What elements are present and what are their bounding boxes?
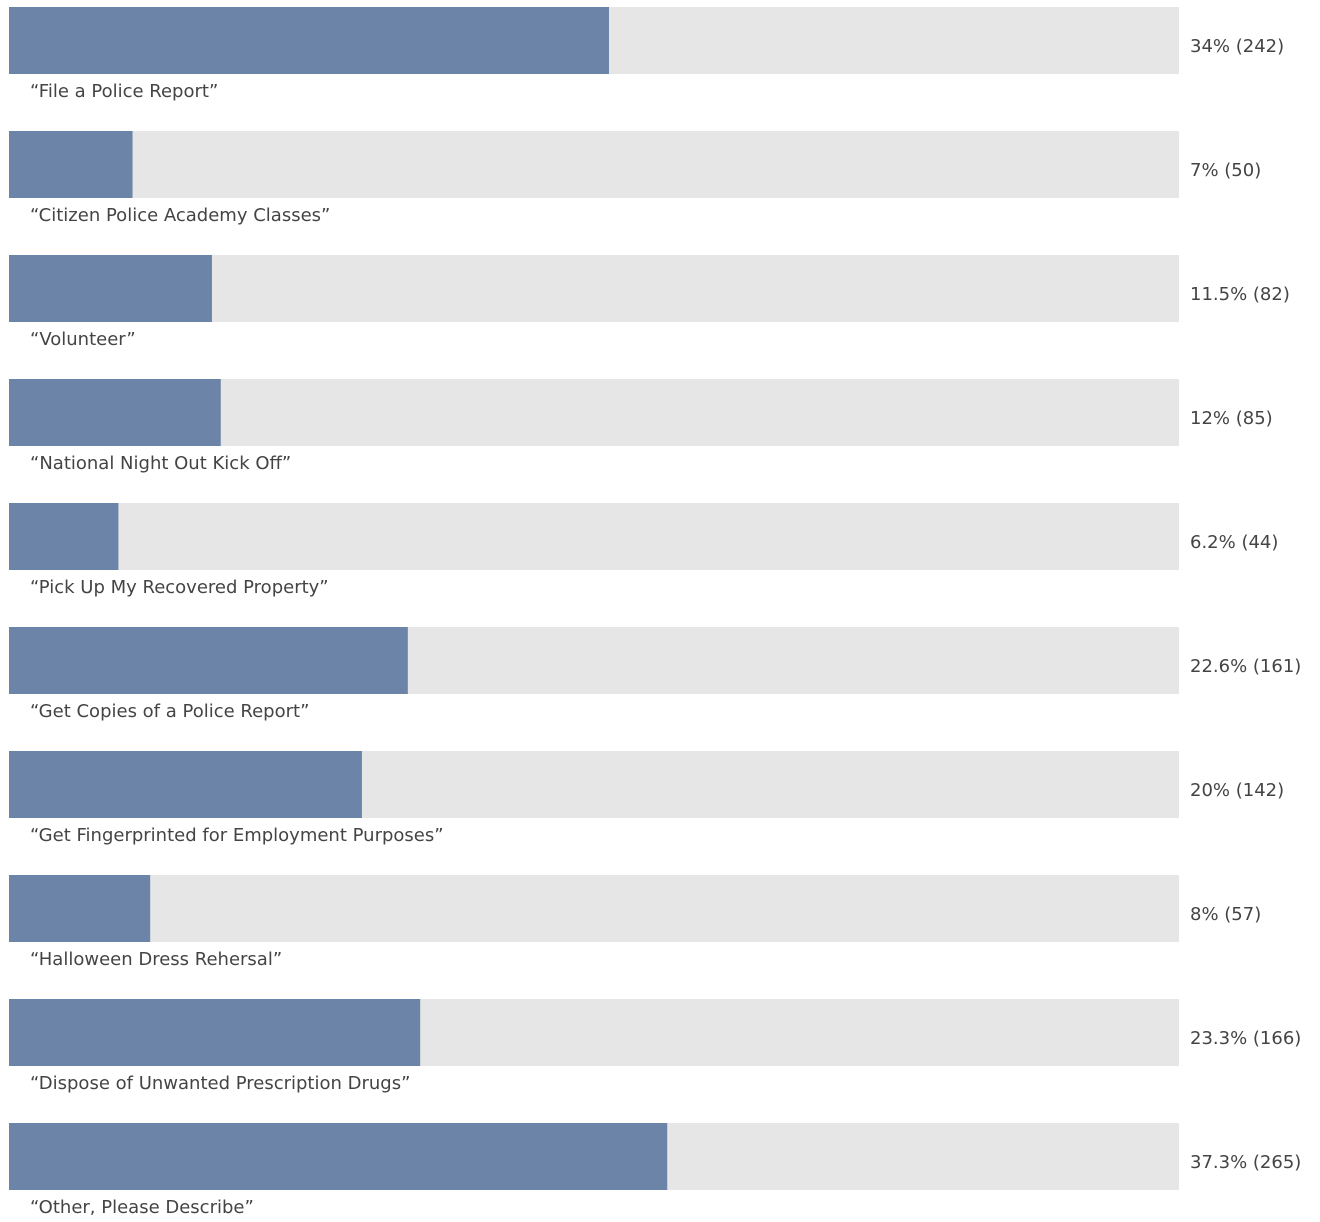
value-label: 20% (142) xyxy=(1190,780,1284,801)
bar xyxy=(9,503,119,570)
bar-track xyxy=(9,131,1179,198)
category-label: “Pick Up My Recovered Property” xyxy=(30,577,329,598)
value-label: 37.3% (265) xyxy=(1190,1152,1301,1173)
bar xyxy=(9,131,133,198)
value-label: 8% (57) xyxy=(1190,904,1261,925)
bar-track xyxy=(9,875,1179,942)
bar xyxy=(9,1123,668,1190)
bar xyxy=(9,751,362,818)
bar xyxy=(9,7,609,74)
category-label: “Dispose of Unwanted Prescription Drugs” xyxy=(30,1073,410,1094)
value-label: 11.5% (82) xyxy=(1190,284,1290,305)
bar-track xyxy=(9,503,1179,570)
category-label: “Get Copies of a Police Report” xyxy=(30,701,309,722)
category-label: “Other, Please Describe” xyxy=(30,1197,254,1218)
value-label: 7% (50) xyxy=(1190,160,1261,181)
category-label: “National Night Out Kick Off” xyxy=(30,453,291,474)
bar xyxy=(9,627,408,694)
category-label: “Halloween Dress Rehersal” xyxy=(30,949,282,970)
category-label: “Volunteer” xyxy=(30,329,136,350)
value-label: 12% (85) xyxy=(1190,408,1273,429)
bar xyxy=(9,999,421,1066)
bar xyxy=(9,255,212,322)
category-label: “Citizen Police Academy Classes” xyxy=(30,205,330,226)
value-label: 22.6% (161) xyxy=(1190,656,1301,677)
value-label: 6.2% (44) xyxy=(1190,532,1278,553)
bar xyxy=(9,379,221,446)
bar xyxy=(9,875,151,942)
category-label: “Get Fingerprinted for Employment Purpos… xyxy=(30,825,444,846)
category-label: “File a Police Report” xyxy=(30,81,218,102)
value-label: 23.3% (166) xyxy=(1190,1028,1301,1049)
value-label: 34% (242) xyxy=(1190,36,1284,57)
